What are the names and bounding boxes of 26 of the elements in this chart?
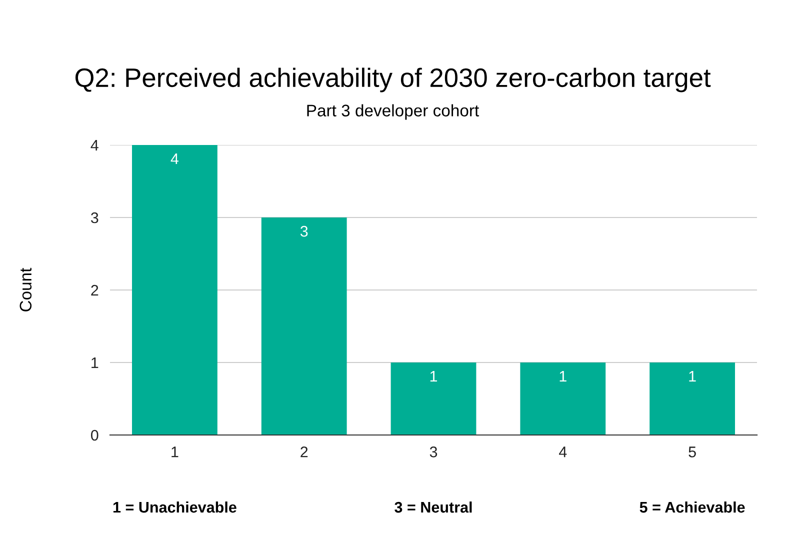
x-tick-label: 2	[300, 446, 308, 458]
text: 1 = Unachievable	[113, 501, 236, 513]
x-tick-label: 5	[688, 446, 696, 458]
bar	[261, 218, 347, 435]
x-tick-label: 4	[559, 446, 567, 458]
bar	[650, 362, 735, 435]
text: 5 = Achievable	[640, 501, 745, 513]
y-axis-title: Count	[20, 268, 32, 312]
bar	[520, 362, 606, 435]
y-tick-label: 3	[90, 212, 98, 224]
data-label: 4	[170, 154, 178, 164]
text: 3 = Neutral	[394, 501, 472, 513]
data-label: 1	[689, 371, 696, 382]
x-tick-label: 3	[430, 446, 438, 458]
x-tick-label: 1	[172, 446, 178, 458]
data-label: 3	[300, 226, 308, 237]
y-tick-label: 0	[90, 430, 98, 441]
chart-subtitle: Part 3 developer cohort	[307, 104, 480, 120]
bar	[390, 362, 476, 435]
y-tick-label: 4	[90, 140, 98, 151]
y-tick-label: 2	[91, 284, 98, 296]
bar	[132, 145, 218, 435]
data-label: 1	[560, 371, 566, 382]
chart-title: Q2: Perceived achievability of 2030 zero-carbon target	[75, 68, 711, 92]
data-label: 1	[430, 371, 438, 382]
y-tick-label: 1	[92, 358, 98, 368]
